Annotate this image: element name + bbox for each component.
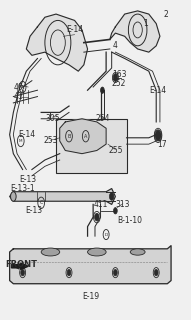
Text: 313: 313 xyxy=(116,200,130,209)
Polygon shape xyxy=(60,119,106,154)
Text: 17: 17 xyxy=(157,140,167,148)
Text: B: B xyxy=(67,134,71,139)
Text: 163: 163 xyxy=(112,70,126,79)
Text: 2: 2 xyxy=(163,10,168,19)
Circle shape xyxy=(154,269,158,276)
Polygon shape xyxy=(11,263,28,269)
Text: E-14: E-14 xyxy=(150,86,167,95)
Ellipse shape xyxy=(130,249,145,255)
Text: E-13: E-13 xyxy=(20,174,37,184)
Polygon shape xyxy=(110,11,160,52)
Text: E-14: E-14 xyxy=(18,130,35,139)
Text: 40: 40 xyxy=(14,83,24,92)
Ellipse shape xyxy=(11,192,16,201)
Ellipse shape xyxy=(87,248,106,256)
Text: 411: 411 xyxy=(93,200,108,209)
Polygon shape xyxy=(26,14,87,71)
Text: E-14: E-14 xyxy=(66,25,83,35)
Text: 253: 253 xyxy=(43,136,58,146)
Circle shape xyxy=(155,130,161,139)
Circle shape xyxy=(113,208,117,214)
Text: 305: 305 xyxy=(45,114,60,123)
Text: 41: 41 xyxy=(14,92,24,101)
Circle shape xyxy=(113,269,117,276)
Circle shape xyxy=(21,269,24,276)
Text: C: C xyxy=(40,200,43,205)
Circle shape xyxy=(95,213,99,221)
Circle shape xyxy=(113,74,118,81)
Polygon shape xyxy=(10,188,115,204)
Text: E-19: E-19 xyxy=(83,292,100,301)
Circle shape xyxy=(109,193,114,200)
Text: 252: 252 xyxy=(112,79,126,88)
Circle shape xyxy=(100,87,104,93)
Ellipse shape xyxy=(41,248,60,256)
Text: M: M xyxy=(19,139,23,143)
Text: 1: 1 xyxy=(143,19,147,28)
Polygon shape xyxy=(10,246,171,284)
Text: D: D xyxy=(104,233,108,236)
Circle shape xyxy=(155,132,161,141)
Text: 4: 4 xyxy=(113,41,118,50)
Text: 254: 254 xyxy=(95,114,110,123)
Text: E-13-1: E-13-1 xyxy=(10,184,35,193)
Text: FRONT: FRONT xyxy=(5,260,37,269)
Text: B-1-10: B-1-10 xyxy=(118,216,143,225)
FancyBboxPatch shape xyxy=(56,119,126,173)
Text: A: A xyxy=(84,134,87,139)
Text: 255: 255 xyxy=(108,146,123,155)
Text: E-13: E-13 xyxy=(25,206,42,215)
Text: A: A xyxy=(21,84,24,90)
Circle shape xyxy=(67,269,71,276)
